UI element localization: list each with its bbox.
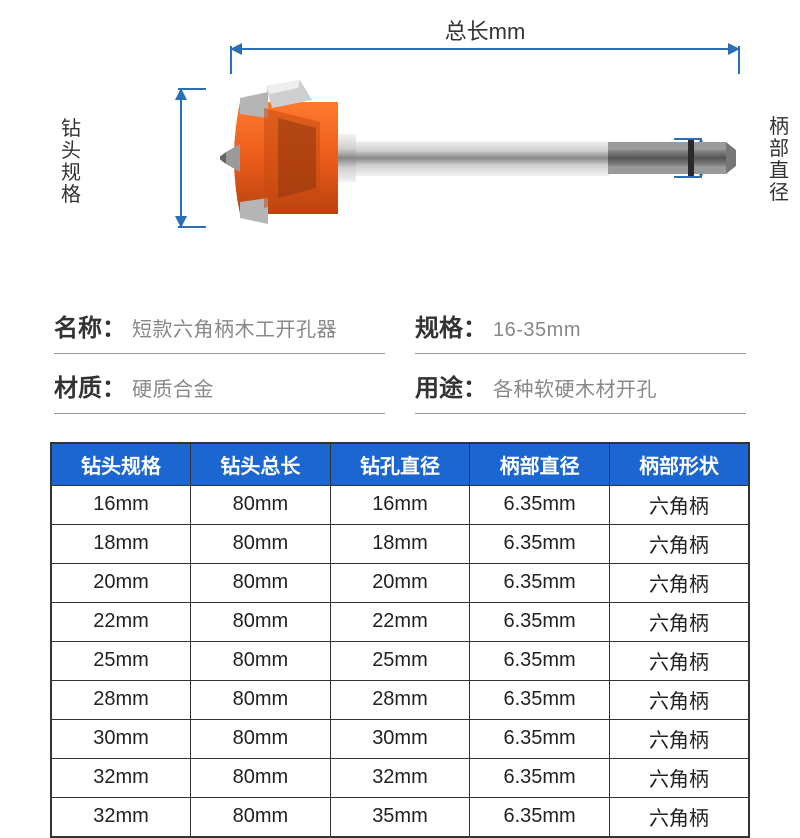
table-header: 柄部形状 [609,443,749,486]
table-header: 钻孔直径 [330,443,470,486]
spec-key: 名称： [54,308,126,343]
table-cell: 28mm [330,681,470,720]
table-row: 28mm80mm28mm6.35mm六角柄 [51,681,749,720]
spec-value: 16-35mm [493,319,581,342]
table-cell: 25mm [330,642,470,681]
spec-value: 短款六角柄木工开孔器 [132,313,337,342]
product-diagram: 总长mm 钻头规格 柄部直径 [0,0,800,290]
spec-value: 硬质合金 [132,373,214,402]
table-cell: 6.35mm [470,681,610,720]
spec-list: 名称： 短款六角柄木工开孔器 规格： 16-35mm 材质： 硬质合金 用途： … [54,300,746,414]
dimension-bit-spec: 钻头规格 [60,88,210,228]
table-row: 32mm80mm32mm6.35mm六角柄 [51,759,749,798]
table-cell: 6.35mm [470,642,610,681]
table-cell: 25mm [51,642,191,681]
spec-key: 材质： [54,368,126,403]
table-cell: 六角柄 [609,798,749,838]
table-cell: 6.35mm [470,525,610,564]
spec-key: 用途： [415,368,487,403]
table-row: 32mm80mm35mm6.35mm六角柄 [51,798,749,838]
table-cell: 六角柄 [609,642,749,681]
table-cell: 32mm [51,798,191,838]
table-cell: 30mm [51,720,191,759]
table-cell: 6.35mm [470,720,610,759]
spec-table: 钻头规格 钻头总长 钻孔直径 柄部直径 柄部形状 16mm80mm16mm6.3… [50,442,750,838]
table-cell: 32mm [51,759,191,798]
table-cell: 16mm [330,486,470,525]
table-cell: 六角柄 [609,603,749,642]
table-row: 18mm80mm18mm6.35mm六角柄 [51,525,749,564]
table-row: 25mm80mm25mm6.35mm六角柄 [51,642,749,681]
spec-row: 名称： 短款六角柄木工开孔器 [54,300,385,354]
spec-key: 规格： [415,308,487,343]
dimension-total-length: 总长mm [230,18,740,56]
table-cell: 80mm [191,759,331,798]
table-cell: 80mm [191,681,331,720]
table-cell: 16mm [51,486,191,525]
table-cell: 22mm [51,603,191,642]
table-cell: 22mm [330,603,470,642]
table-header-row: 钻头规格 钻头总长 钻孔直径 柄部直径 柄部形状 [51,443,749,486]
table-header: 钻头总长 [191,443,331,486]
table-cell: 六角柄 [609,681,749,720]
table-cell: 20mm [330,564,470,603]
table-header: 钻头规格 [51,443,191,486]
table-row: 30mm80mm30mm6.35mm六角柄 [51,720,749,759]
spec-row: 规格： 16-35mm [415,300,746,354]
table-cell: 6.35mm [470,798,610,838]
table-cell: 28mm [51,681,191,720]
table-cell: 80mm [191,642,331,681]
table-cell: 六角柄 [609,720,749,759]
table-cell: 六角柄 [609,525,749,564]
table-cell: 六角柄 [609,759,749,798]
table-cell: 6.35mm [470,486,610,525]
table-cell: 18mm [330,525,470,564]
table-cell: 80mm [191,798,331,838]
table-cell: 6.35mm [470,759,610,798]
table-cell: 30mm [330,720,470,759]
spec-row: 用途： 各种软硬木材开孔 [415,360,746,414]
table-cell: 六角柄 [609,486,749,525]
table-cell: 32mm [330,759,470,798]
table-row: 16mm80mm16mm6.35mm六角柄 [51,486,749,525]
table-cell: 80mm [191,525,331,564]
table-header: 柄部直径 [470,443,610,486]
dimension-label: 柄部直径 [768,116,790,204]
table-cell: 80mm [191,720,331,759]
table-row: 20mm80mm20mm6.35mm六角柄 [51,564,749,603]
dimension-label: 钻头规格 [60,118,82,206]
table-row: 22mm80mm22mm6.35mm六角柄 [51,603,749,642]
table-cell: 六角柄 [609,564,749,603]
table-cell: 80mm [191,603,331,642]
drill-bit-icon [220,78,740,238]
table-cell: 6.35mm [470,564,610,603]
table-cell: 6.35mm [470,603,610,642]
table-cell: 80mm [191,564,331,603]
table-cell: 20mm [51,564,191,603]
table-cell: 35mm [330,798,470,838]
spec-row: 材质： 硬质合金 [54,360,385,414]
spec-value: 各种软硬木材开孔 [493,373,657,402]
table-cell: 18mm [51,525,191,564]
dimension-label: 总长mm [230,14,740,46]
table-cell: 80mm [191,486,331,525]
